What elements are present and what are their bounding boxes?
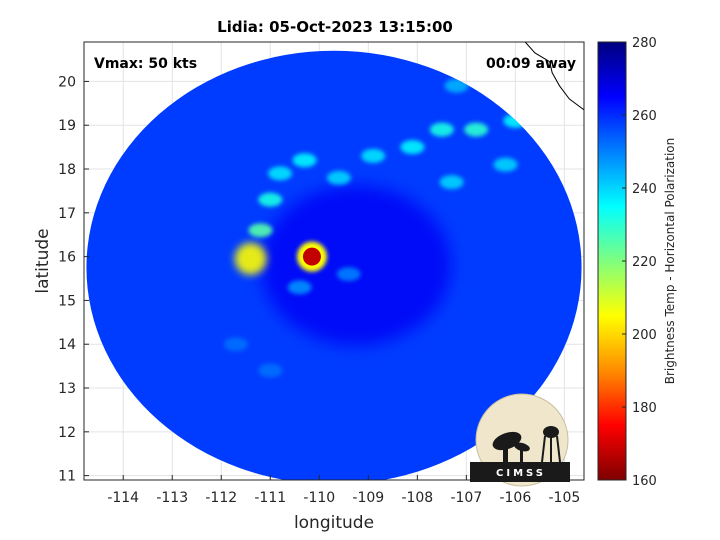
colorbar-tick-label-6: 280 xyxy=(632,36,657,51)
feature-point-17 xyxy=(258,363,283,378)
y-axis-label: latitude xyxy=(33,228,53,293)
x-tick-label-5: -109 xyxy=(352,490,384,506)
coastline xyxy=(524,42,584,111)
y-tick-label-3: 14 xyxy=(58,337,76,353)
feature-point-8 xyxy=(429,122,454,137)
satellite-dish-icon xyxy=(492,431,530,462)
y-tick-label-4: 15 xyxy=(58,293,76,309)
y-tick-label-6: 17 xyxy=(58,206,76,222)
colorbar-tick-label-4: 240 xyxy=(632,182,657,197)
chart-title: Lidia: 05-Oct-2023 13:15:00 xyxy=(217,18,453,36)
colorbar-ticks: 160 180 200 220 240 260 280 xyxy=(622,36,657,489)
cold-core-region xyxy=(261,185,452,346)
y-axis-ticks: 11 12 13 14 15 16 17 18 19 20 xyxy=(58,74,89,485)
feature-point-12 xyxy=(493,157,518,172)
feature-point-5 xyxy=(326,170,351,185)
colorbar-tick-label-5: 260 xyxy=(632,109,657,124)
water-tower-icon xyxy=(541,426,561,463)
y-tick-label-5: 16 xyxy=(58,250,76,266)
feature-point-9 xyxy=(464,122,489,137)
y-tick-label-1: 12 xyxy=(58,425,76,441)
vmax-annotation: Vmax: 50 kts xyxy=(94,56,197,72)
colorbar xyxy=(597,41,627,481)
y-tick-label-9: 20 xyxy=(58,74,76,90)
logo-text: CIMSS xyxy=(496,468,546,479)
feature-point-15 xyxy=(287,280,312,295)
axes-frame xyxy=(83,41,585,481)
colorbar-label: Brightness Temp - Horizontal Polarizatio… xyxy=(663,138,677,385)
colorbar-tick-label-0: 160 xyxy=(632,474,657,489)
colorbar-tick-label-3: 220 xyxy=(632,255,657,270)
x-tick-label-3: -111 xyxy=(254,490,286,506)
y-tick-label-7: 18 xyxy=(58,162,76,178)
feature-point-6 xyxy=(361,148,386,163)
swath-layer xyxy=(86,42,584,480)
x-tick-label-2: -112 xyxy=(205,490,237,506)
storm-center-layer xyxy=(296,241,327,272)
feature-point-7 xyxy=(400,140,425,155)
y-tick-label-8: 19 xyxy=(58,118,76,134)
feature-point-13 xyxy=(444,78,469,93)
x-tick-label-4: -110 xyxy=(303,490,335,506)
y-tick-label-0: 11 xyxy=(58,469,76,485)
x-tick-label-9: -105 xyxy=(549,490,581,506)
feature-point-0 xyxy=(234,242,267,275)
feature-point-4 xyxy=(292,153,317,168)
x-tick-label-1: -113 xyxy=(156,490,188,506)
x-tick-label-0: -114 xyxy=(107,490,139,506)
x-axis-ticks: -114 -113 -112 -111 -110 -109 -108 -107 -106 -105 xyxy=(107,475,580,506)
x-tick-label-8: -106 xyxy=(499,490,531,506)
feature-point-2 xyxy=(258,192,283,207)
feature-point-18 xyxy=(223,337,248,352)
time-away-annotation: 00:09 away xyxy=(486,56,576,72)
feature-point-11 xyxy=(439,175,464,190)
storm-center-point xyxy=(302,247,321,266)
x-tick-label-7: -107 xyxy=(450,490,482,506)
y-tick-label-2: 13 xyxy=(58,381,76,397)
colorbar-tick-label-1: 180 xyxy=(632,401,657,416)
x-axis-label: longitude xyxy=(294,513,374,533)
cimss-logo: CIMSS xyxy=(470,393,570,487)
feature-point-1 xyxy=(248,223,273,238)
feature-point-3 xyxy=(268,166,293,181)
x-tick-label-6: -108 xyxy=(401,490,433,506)
colorbar-tick-label-2: 200 xyxy=(632,328,657,343)
feature-point-16 xyxy=(336,267,361,282)
